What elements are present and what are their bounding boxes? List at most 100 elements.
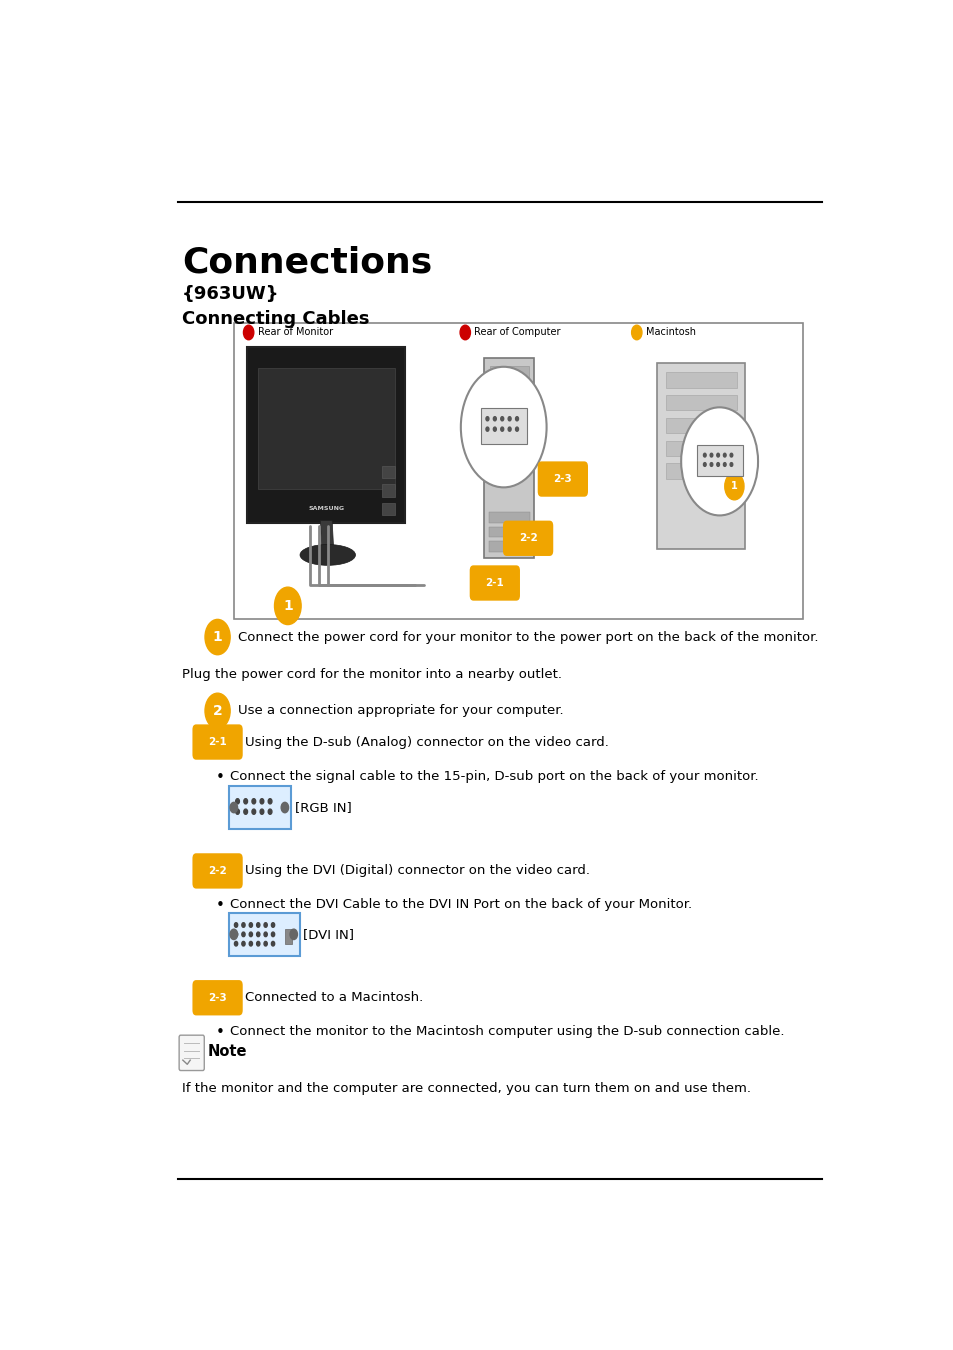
FancyBboxPatch shape	[381, 504, 395, 516]
Circle shape	[241, 931, 245, 937]
Text: [DVI IN]: [DVI IN]	[302, 927, 354, 941]
Circle shape	[256, 922, 259, 927]
Ellipse shape	[299, 544, 355, 566]
Circle shape	[485, 417, 488, 421]
FancyBboxPatch shape	[381, 485, 395, 497]
FancyBboxPatch shape	[233, 323, 802, 620]
Text: Plug the power cord for the monitor into a nearby outlet.: Plug the power cord for the monitor into…	[182, 668, 561, 682]
Polygon shape	[320, 521, 334, 549]
Circle shape	[234, 922, 237, 927]
Circle shape	[252, 809, 255, 814]
FancyBboxPatch shape	[537, 462, 587, 497]
Circle shape	[493, 427, 496, 431]
Circle shape	[241, 941, 245, 946]
FancyBboxPatch shape	[489, 393, 528, 413]
Text: 2-2: 2-2	[518, 533, 537, 543]
Text: Rear of Monitor: Rear of Monitor	[258, 328, 333, 338]
Circle shape	[722, 454, 725, 458]
FancyBboxPatch shape	[229, 913, 299, 956]
Text: 2-2: 2-2	[208, 865, 227, 876]
Circle shape	[243, 325, 253, 340]
Circle shape	[268, 809, 272, 814]
Circle shape	[493, 417, 496, 421]
Circle shape	[508, 427, 511, 431]
Text: Connect the monitor to the Macintosh computer using the D-sub connection cable.: Connect the monitor to the Macintosh com…	[230, 1025, 783, 1038]
Circle shape	[234, 931, 237, 937]
Text: 2-1: 2-1	[485, 578, 504, 589]
Circle shape	[271, 931, 274, 937]
FancyBboxPatch shape	[665, 373, 736, 387]
FancyBboxPatch shape	[665, 417, 736, 433]
Text: If the monitor and the computer are connected, you can turn them on and use them: If the monitor and the computer are conn…	[182, 1081, 750, 1095]
Circle shape	[268, 799, 272, 803]
Circle shape	[230, 929, 237, 940]
FancyBboxPatch shape	[193, 725, 242, 760]
Circle shape	[500, 417, 503, 421]
FancyBboxPatch shape	[484, 359, 534, 558]
Circle shape	[205, 693, 230, 729]
Text: •: •	[215, 769, 224, 786]
Circle shape	[205, 620, 230, 655]
FancyBboxPatch shape	[489, 366, 528, 386]
Circle shape	[264, 931, 267, 937]
Text: 2-1: 2-1	[208, 737, 227, 747]
Text: SAMSUNG: SAMSUNG	[308, 506, 344, 510]
Text: Using the D-sub (Analog) connector on the video card.: Using the D-sub (Analog) connector on th…	[245, 736, 608, 748]
Circle shape	[230, 802, 237, 813]
Text: •: •	[215, 898, 224, 913]
Circle shape	[680, 408, 758, 516]
Circle shape	[729, 454, 732, 458]
Circle shape	[709, 454, 712, 458]
Circle shape	[249, 941, 253, 946]
Text: {963UW}: {963UW}	[182, 285, 279, 302]
Text: Macintosh: Macintosh	[645, 328, 695, 338]
Circle shape	[256, 941, 259, 946]
Circle shape	[235, 799, 239, 803]
Circle shape	[264, 922, 267, 927]
FancyBboxPatch shape	[489, 447, 528, 467]
Circle shape	[235, 809, 239, 814]
Text: 2: 2	[213, 703, 222, 718]
FancyBboxPatch shape	[489, 420, 528, 440]
FancyBboxPatch shape	[488, 526, 529, 537]
Text: Connect the signal cable to the 15-pin, D-sub port on the back of your monitor.: Connect the signal cable to the 15-pin, …	[230, 769, 758, 783]
Circle shape	[508, 417, 511, 421]
Circle shape	[244, 809, 247, 814]
Circle shape	[460, 367, 546, 487]
Text: Using the DVI (Digital) connector on the video card.: Using the DVI (Digital) connector on the…	[245, 864, 589, 878]
FancyBboxPatch shape	[665, 463, 736, 479]
Circle shape	[252, 799, 255, 803]
Text: 1: 1	[730, 482, 737, 491]
Circle shape	[724, 472, 743, 499]
Circle shape	[500, 427, 503, 431]
Circle shape	[249, 922, 253, 927]
FancyBboxPatch shape	[480, 408, 526, 444]
Circle shape	[722, 463, 725, 466]
Circle shape	[290, 929, 297, 940]
FancyBboxPatch shape	[488, 541, 529, 552]
Circle shape	[271, 941, 274, 946]
Text: 1: 1	[213, 630, 222, 644]
Circle shape	[260, 809, 264, 814]
FancyBboxPatch shape	[381, 466, 395, 478]
Circle shape	[244, 799, 247, 803]
Circle shape	[264, 941, 267, 946]
FancyBboxPatch shape	[488, 512, 529, 522]
Circle shape	[271, 922, 274, 927]
FancyBboxPatch shape	[657, 363, 744, 548]
FancyBboxPatch shape	[696, 444, 741, 477]
FancyBboxPatch shape	[257, 367, 395, 490]
Text: Connect the power cord for your monitor to the power port on the back of the mon: Connect the power cord for your monitor …	[237, 630, 817, 644]
FancyBboxPatch shape	[665, 440, 736, 456]
Circle shape	[234, 941, 237, 946]
Circle shape	[249, 931, 253, 937]
Circle shape	[241, 922, 245, 927]
Text: •: •	[215, 1025, 224, 1040]
Circle shape	[515, 427, 518, 431]
FancyBboxPatch shape	[193, 980, 242, 1015]
Text: 2-3: 2-3	[208, 992, 227, 1003]
FancyBboxPatch shape	[469, 566, 519, 601]
Text: 1: 1	[283, 599, 293, 613]
Text: Connected to a Macintosh.: Connected to a Macintosh.	[245, 991, 423, 1004]
Circle shape	[459, 325, 470, 340]
